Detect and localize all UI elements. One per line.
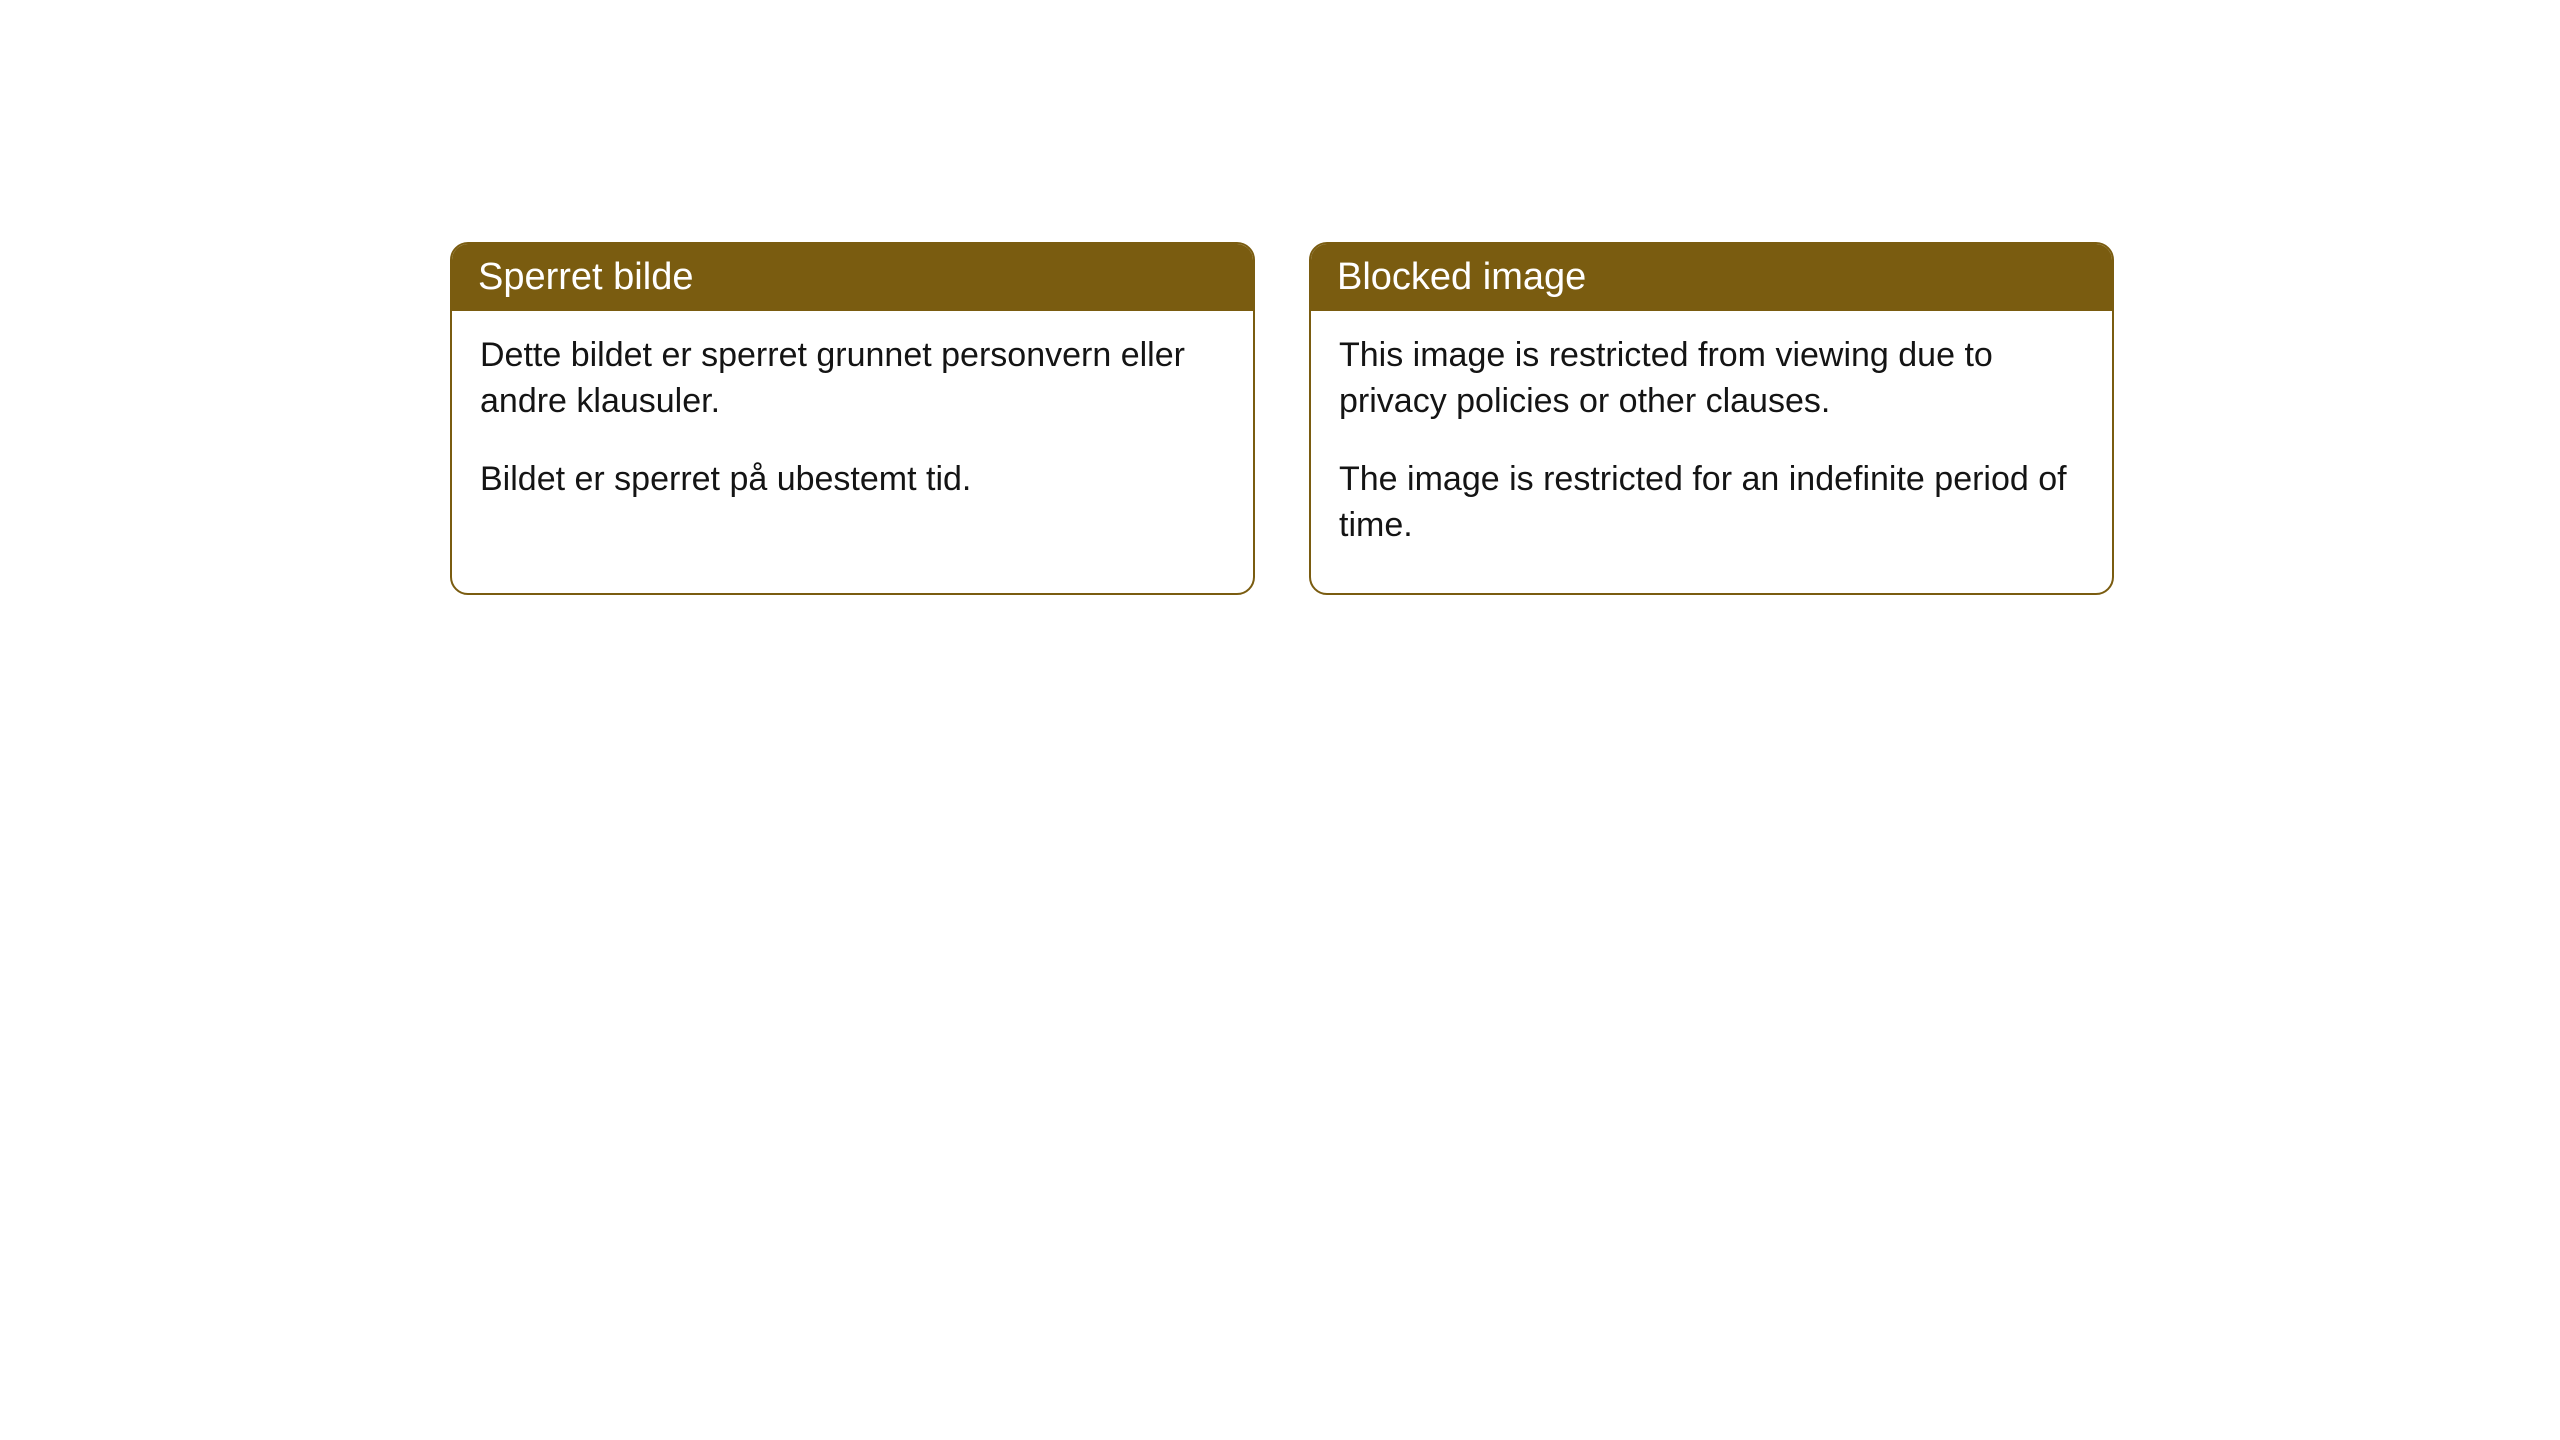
- notice-cards-container: Sperret bilde Dette bildet er sperret gr…: [450, 242, 2114, 595]
- card-header: Blocked image: [1311, 244, 2112, 311]
- card-paragraph: Dette bildet er sperret grunnet personve…: [480, 333, 1225, 425]
- card-header: Sperret bilde: [452, 244, 1253, 311]
- card-paragraph: The image is restricted for an indefinit…: [1339, 457, 2084, 549]
- card-body: Dette bildet er sperret grunnet personve…: [452, 311, 1253, 547]
- notice-card-english: Blocked image This image is restricted f…: [1309, 242, 2114, 595]
- card-paragraph: Bildet er sperret på ubestemt tid.: [480, 457, 1225, 503]
- notice-card-norwegian: Sperret bilde Dette bildet er sperret gr…: [450, 242, 1255, 595]
- card-paragraph: This image is restricted from viewing du…: [1339, 333, 2084, 425]
- card-title: Sperret bilde: [478, 256, 693, 298]
- card-body: This image is restricted from viewing du…: [1311, 311, 2112, 593]
- card-title: Blocked image: [1337, 256, 1586, 298]
